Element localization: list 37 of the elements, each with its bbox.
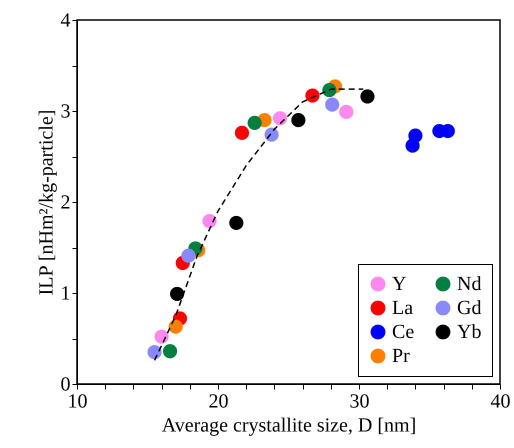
- point: [408, 128, 422, 143]
- point: [154, 330, 169, 344]
- point: [168, 320, 183, 334]
- legend-label: Pr: [392, 345, 410, 367]
- legend-label: Ce: [392, 321, 414, 343]
- point: [170, 286, 184, 301]
- point: [272, 111, 288, 126]
- y-tick-label: 2: [60, 192, 70, 214]
- legend-label: Gd: [457, 297, 482, 319]
- y-axis-title: ILP [nHm²/kg-particle]: [36, 110, 58, 296]
- y-tick-label: 0: [60, 374, 70, 396]
- point: [162, 344, 178, 358]
- point: [322, 83, 336, 98]
- point: [305, 88, 320, 103]
- point: [202, 214, 217, 228]
- point: [264, 128, 279, 142]
- y-tick-label: 4: [60, 10, 70, 32]
- x-tick-label: 30: [350, 390, 370, 412]
- y-tick-label: 3: [60, 100, 70, 122]
- x-tick-label: 40: [490, 390, 510, 412]
- point: [339, 104, 354, 119]
- point: [291, 113, 306, 128]
- point: [181, 248, 196, 263]
- legend-label: Yb: [457, 321, 482, 343]
- legend-label: La: [392, 297, 414, 319]
- y-tick-label: 1: [60, 282, 70, 304]
- x-tick-label: 20: [208, 390, 228, 412]
- x-tick-label: 10: [68, 390, 88, 412]
- point: [248, 116, 262, 130]
- point: [229, 216, 244, 230]
- point: [234, 126, 250, 140]
- legend-label: Nd: [457, 273, 482, 295]
- x-axis-title: Average crystallite size, D [nm]: [162, 414, 416, 436]
- legend-label: Y: [392, 273, 406, 295]
- point: [360, 89, 375, 104]
- point: [325, 98, 340, 112]
- point: [147, 345, 162, 360]
